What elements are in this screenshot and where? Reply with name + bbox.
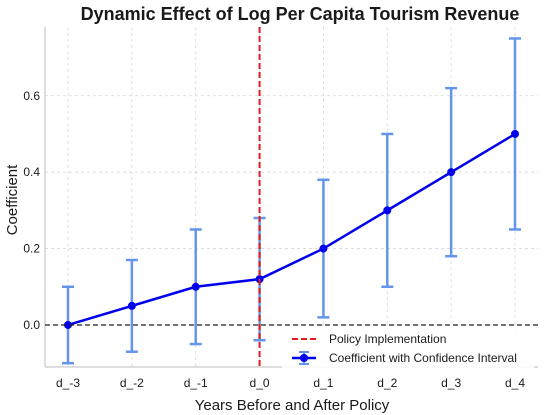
y-axis-label: Coefficient — [4, 164, 21, 235]
y-tick-label: 0.4 — [23, 165, 40, 179]
legend-box — [282, 327, 534, 369]
y-tick-label: 0.0 — [23, 318, 40, 332]
reference-lines — [45, 27, 538, 367]
series-line — [67, 132, 516, 327]
error-bars — [62, 37, 521, 365]
x-tick-label: d_-3 — [56, 376, 80, 390]
x-tick-label: d_3 — [441, 376, 461, 390]
data-point — [319, 244, 328, 253]
series-line-layer — [64, 129, 519, 329]
data-point — [511, 129, 519, 138]
data-point — [64, 320, 72, 329]
legend-series-label: Coefficient with Confidence Interval — [329, 351, 517, 365]
x-tick-label: d_1 — [313, 376, 333, 390]
data-point — [127, 301, 136, 310]
axes — [44, 27, 538, 368]
x-tick-label: d_4 — [505, 376, 525, 390]
legend-series-swatch — [292, 351, 316, 365]
x-tick-label: d_0 — [250, 376, 270, 390]
x-tick-label: d_-2 — [120, 376, 144, 390]
x-axis-label: Years Before and After Policy — [195, 397, 390, 414]
chart-title: Dynamic Effect of Log Per Capita Tourism… — [81, 4, 520, 24]
y-tick-label: 0.2 — [23, 242, 40, 256]
x-tick-label: d_-1 — [184, 376, 208, 390]
grid — [45, 27, 538, 367]
x-tick-label: d_2 — [377, 376, 397, 390]
y-tick-label: 0.6 — [23, 89, 40, 103]
data-point — [383, 206, 392, 215]
data-point — [447, 168, 456, 177]
tick-labels: d_-3 d_-2 d_-1 d_0 d_1 d_2 d_3 d_4 0.0 0.2 0.4 0.6 — [23, 89, 525, 390]
legend: Policy Implementation Coefficient with C… — [282, 327, 534, 369]
legend-policy-label: Policy Implementation — [329, 332, 446, 346]
data-point — [191, 282, 200, 291]
